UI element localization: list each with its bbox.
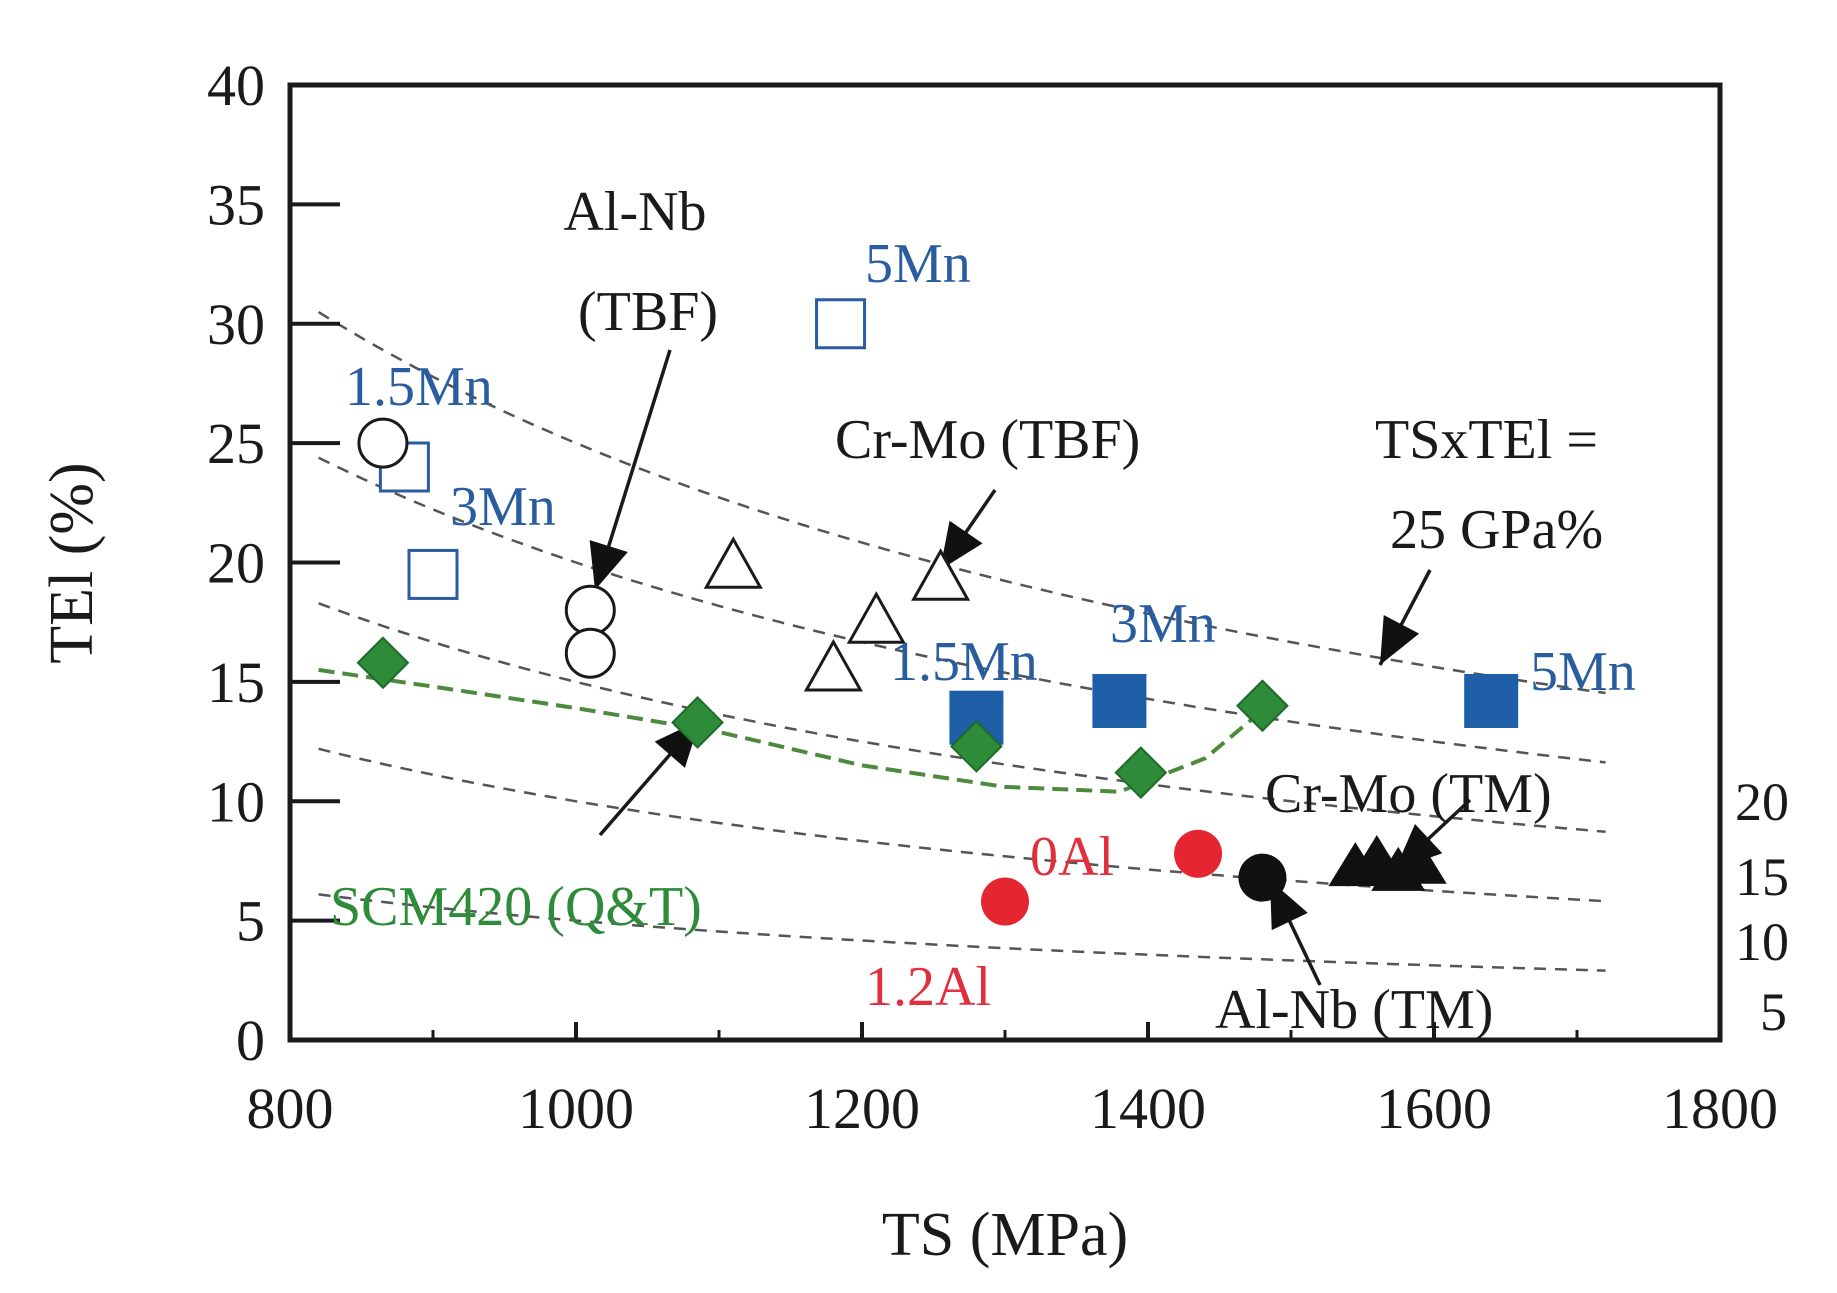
y-tick-label: 35 [207, 172, 265, 237]
y-axis-ticks: 0 5 10 15 20 25 30 35 40 [207, 53, 340, 1073]
arrow-alnb-tbf-head [589, 540, 628, 590]
open-square-marker [815, 298, 867, 350]
open-triangle-marker [911, 548, 971, 601]
filled-square-marker [1092, 673, 1147, 728]
annotation-5mn-open: 5Mn [865, 233, 971, 295]
open-triangle-marker [703, 536, 763, 589]
filled-circle-marker [1174, 829, 1223, 878]
annotation-3mn-open: 3Mn [450, 476, 556, 538]
annotation-3mn-filled: 3Mn [1110, 593, 1216, 655]
open-triangle-marker [803, 638, 863, 692]
annotation-0al: 0Al [1030, 826, 1114, 888]
annotation-alnb-tm: Al-Nb (TM) [1215, 979, 1493, 1041]
iso-label-10: 10 [1735, 912, 1789, 972]
open-circle-marker [357, 417, 409, 469]
open-circle-marker [564, 627, 616, 679]
y-tick-label: 0 [236, 1008, 265, 1073]
filled-square-marker [1464, 673, 1519, 728]
iso-line [317, 311, 1606, 695]
data-points [356, 298, 1519, 926]
annotation-tsxtel-2: 25 GPa% [1390, 499, 1603, 561]
annotation-scm420: SCM420 (Q&T) [330, 876, 702, 938]
annotation-alnb-tbf-2: (TBF) [578, 281, 718, 343]
x-tick-label: 1200 [804, 1076, 920, 1141]
x-tick-label: 1000 [518, 1076, 634, 1141]
annotation-alnb-tbf-1: Al-Nb [563, 181, 706, 243]
annotations: Al-Nb (TBF) 5Mn 1.5Mn 3Mn Cr-Mo (TBF) TS… [330, 181, 1636, 1041]
y-tick-label: 5 [236, 889, 265, 954]
annotation-crmo-tbf: Cr-Mo (TBF) [835, 409, 1140, 471]
annotation-5mn-filled: 5Mn [1530, 641, 1636, 703]
y-tick-label: 10 [207, 769, 265, 834]
iso-line-labels: 20 15 10 5 [1735, 772, 1789, 1042]
filled-circle-marker [1238, 853, 1287, 902]
filled-diamond-marker [1235, 679, 1289, 733]
annotation-tsxtel-1: TSxTEl = [1375, 409, 1598, 471]
x-tick-label: 1400 [1090, 1076, 1206, 1141]
x-tick-label: 800 [247, 1076, 334, 1141]
iso-label-5: 5 [1760, 982, 1787, 1042]
arrow-tsxtel-head [1380, 614, 1420, 665]
arrow-crmo-tbf-head [940, 520, 983, 570]
filled-triangle-marker [1392, 839, 1447, 884]
annotation-1-5mn-filled: 1.5Mn [890, 631, 1038, 693]
filled-diamond-marker [671, 696, 724, 749]
filled-diamond-marker [949, 719, 1003, 773]
y-tick-label: 30 [207, 292, 265, 357]
y-tick-label: 20 [207, 531, 265, 596]
annotation-crmo-tm: Cr-Mo (TM) [1265, 763, 1552, 825]
scm420-trend [318, 667, 1264, 794]
open-square-marker [407, 548, 459, 600]
y-tick-label: 40 [207, 53, 265, 118]
open-triangle-marker [846, 591, 906, 644]
annotation-1-5mn-open: 1.5Mn [345, 356, 493, 418]
open-circle-marker [564, 584, 616, 636]
iso-line [318, 893, 1606, 972]
x-tick-label: 1800 [1662, 1076, 1778, 1141]
iso-label-20: 20 [1735, 772, 1789, 832]
y-axis-title: TEl (%) [38, 462, 106, 663]
y-tick-label: 25 [207, 411, 265, 476]
y-tick-label: 15 [207, 650, 265, 715]
iso-label-15: 15 [1735, 847, 1789, 907]
iso-line [318, 456, 1606, 764]
filled-diamond-marker [356, 636, 410, 690]
x-tick-label: 1600 [1376, 1076, 1492, 1141]
scm420-trend-line [318, 667, 1264, 794]
x-axis-ticks: 800 1000 1200 1400 1600 1800 [247, 1022, 1778, 1141]
x-axis-title: TS (MPa) [882, 1201, 1128, 1269]
filled-diamond-marker [1114, 746, 1168, 800]
annotation-1-2al: 1.2Al [865, 956, 991, 1018]
filled-circle-marker [981, 877, 1029, 926]
